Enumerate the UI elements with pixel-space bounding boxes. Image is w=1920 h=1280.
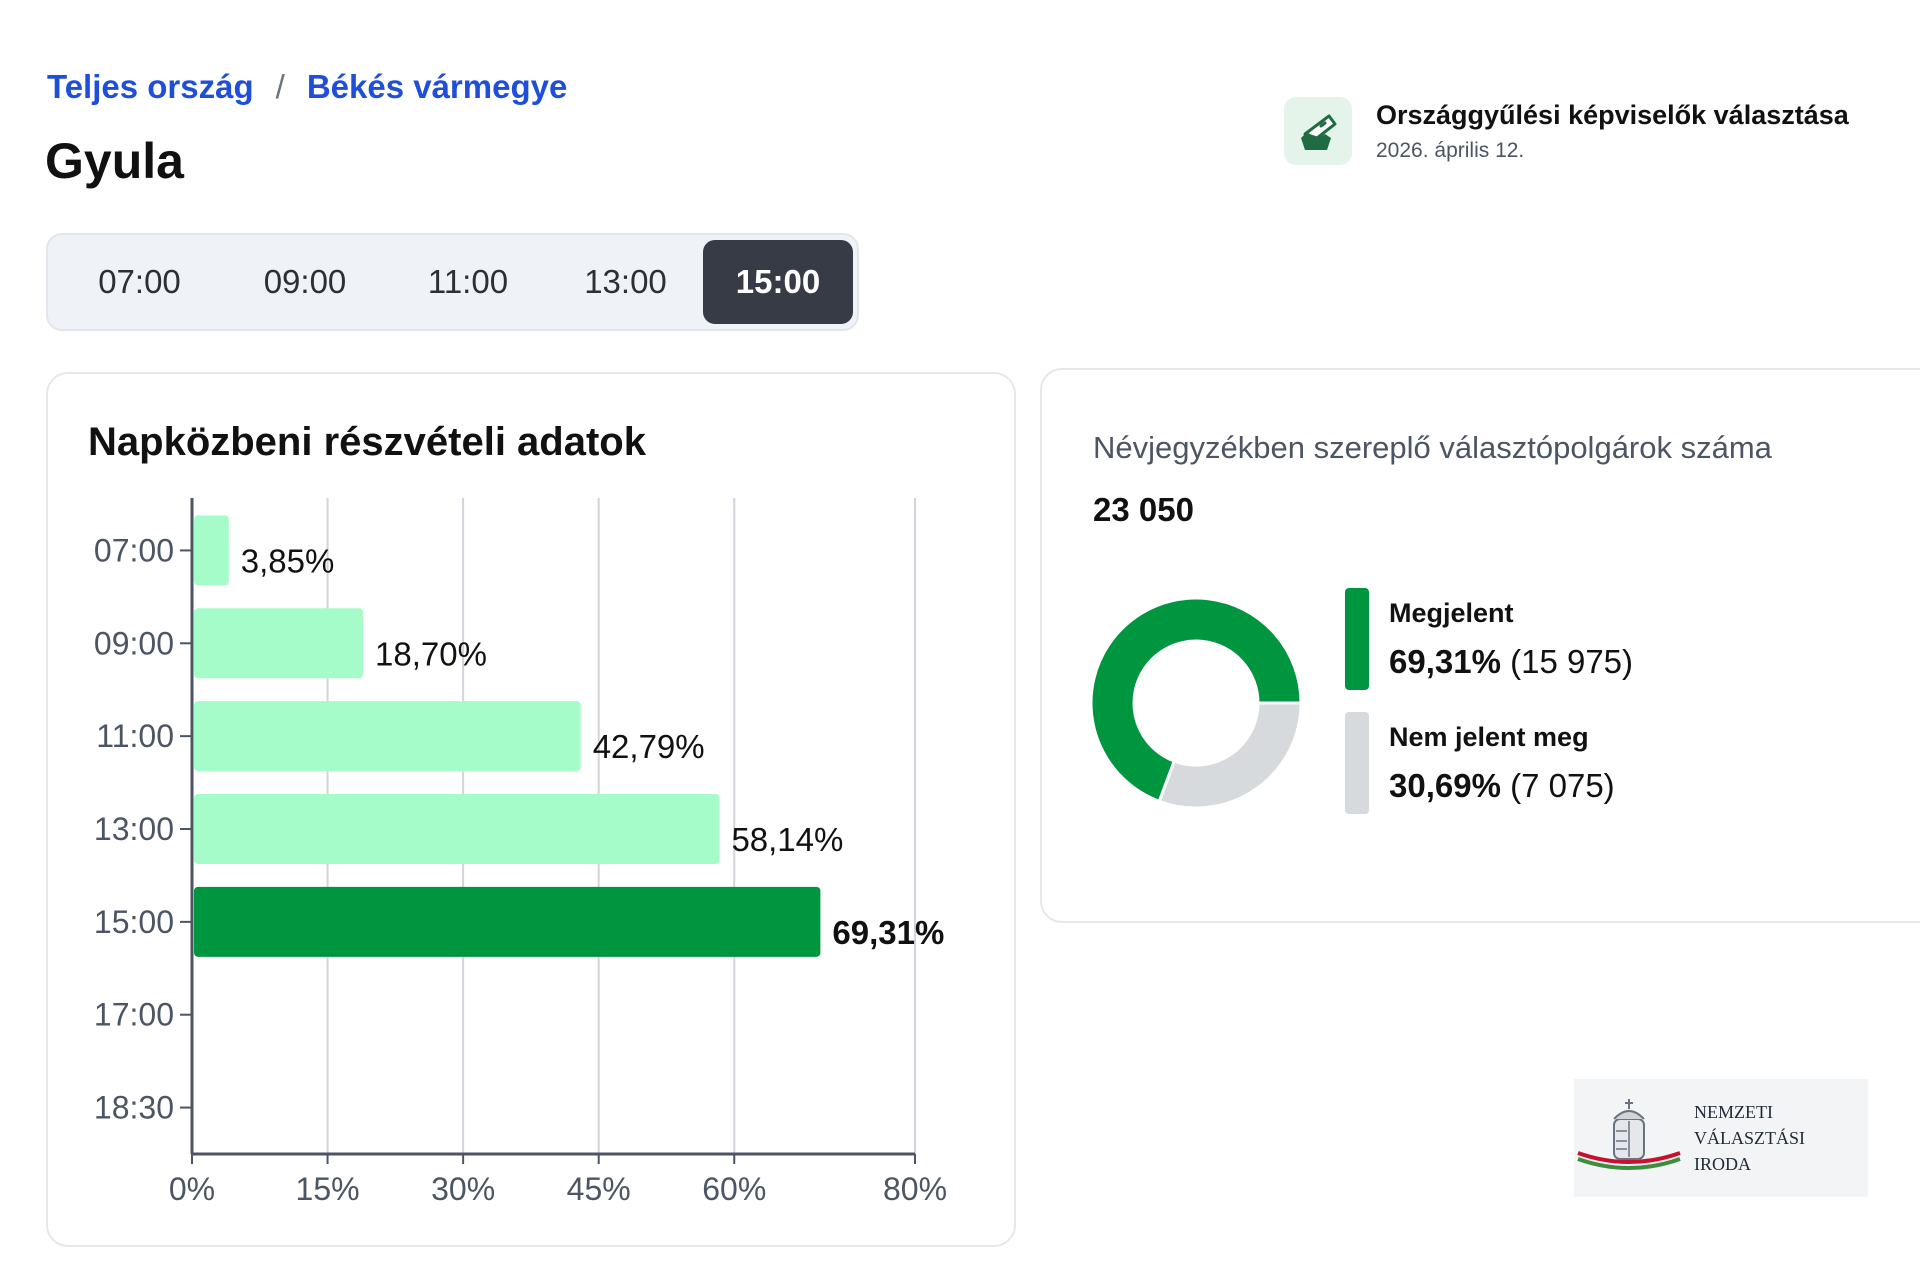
hungarian-coat-of-arms-icon (1577, 1099, 1681, 1170)
nvi-logo-line-2: VÁLASZTÁSI (1694, 1128, 1805, 1148)
legend-name-not-appeared: Nem jelent meg (1389, 722, 1589, 752)
time-tab-1500[interactable]: 15:00 (703, 240, 853, 324)
legend-name-appeared: Megjelent (1389, 598, 1514, 628)
legend-pct-not-appeared: 30,69% (1389, 767, 1501, 804)
bar-1500 (194, 886, 821, 957)
bar-0900 (194, 608, 364, 679)
legend-count-appeared: (15 975) (1510, 643, 1634, 680)
time-selector: 07:00 09:00 11:00 13:00 15:00 (46, 233, 859, 331)
bar-value-label-0700: 3,85% (241, 542, 335, 579)
time-tab-0700[interactable]: 07:00 (57, 240, 222, 324)
legend-item-appeared: Megjelent 69,31% (15 975) (1345, 588, 1633, 690)
nvi-logo-line-3: IRODA (1694, 1154, 1751, 1174)
bar-1100 (194, 701, 581, 772)
election-title: Országgyűlési képviselők választása (1376, 99, 1849, 130)
election-info: Országgyűlési képviselők választása 2026… (1284, 97, 1849, 165)
bar-value-label-0900: 18,70% (375, 635, 487, 672)
y-tick-label-1100: 11:00 (96, 718, 174, 754)
legend-swatch-not-appeared (1345, 712, 1369, 814)
registered-voters-value: 23 050 (1093, 491, 1194, 528)
legend-swatch-appeared (1345, 588, 1369, 690)
registered-voters-card: Névjegyzékben szereplő választópolgárok … (1040, 368, 1920, 923)
bar-value-label-1300: 58,14% (731, 821, 843, 858)
election-date: 2026. április 12. (1376, 138, 1525, 162)
x-tick-label-15: 15% (296, 1171, 360, 1207)
y-tick-label-1700: 17:00 (94, 997, 174, 1033)
donut-slice-not-appeared (1157, 701, 1303, 810)
x-tick-label-0: 0% (169, 1171, 215, 1207)
time-tab-1100[interactable]: 11:00 (388, 240, 548, 324)
x-tick-label-80: 80% (883, 1171, 947, 1207)
legend-item-not-appeared: Nem jelent meg 30,69% (7 075) (1345, 712, 1615, 814)
legend-pct-appeared: 69,31% (1389, 643, 1501, 680)
turnout-bar-chart: 0% 15% 30% 45% 60% 80% 07:00 3,85% 09:00 18,70% 11… (94, 498, 947, 1207)
registered-voters-label: Névjegyzékben szereplő választópolgárok … (1093, 430, 1772, 465)
y-tick-label-0900: 09:00 (94, 625, 174, 661)
turnout-card-title: Napközbeni részvételi adatok (88, 420, 646, 464)
x-tick-label-30: 30% (431, 1171, 495, 1207)
x-tick-label-60: 60% (702, 1171, 766, 1207)
bar-1300 (194, 794, 720, 864)
y-tick-label-1500: 15:00 (94, 904, 174, 940)
y-tick-label-0700: 07:00 (94, 532, 174, 568)
breadcrumb-link-county[interactable]: Békés vármegye (306, 68, 568, 105)
breadcrumb-separator: / (275, 68, 285, 105)
legend-count-not-appeared: (7 075) (1510, 767, 1615, 804)
nvi-logo: NEMZETI VÁLASZTÁSI IRODA (1574, 1079, 1868, 1197)
time-tab-0900[interactable]: 09:00 (222, 240, 388, 324)
nvi-logo-line-1: NEMZETI (1694, 1102, 1773, 1122)
ballot-box-icon (1284, 97, 1352, 165)
breadcrumb: Teljes ország / Békés vármegye (47, 68, 567, 106)
bar-value-label-1500: 69,31% (832, 914, 944, 951)
donut-slice-appeared (1089, 596, 1303, 804)
page-title: Gyula (45, 133, 184, 189)
bar-0700 (194, 515, 229, 586)
turnout-donut-chart (1089, 596, 1303, 810)
time-tab-1300[interactable]: 13:00 (548, 240, 703, 324)
x-tick-label-45: 45% (567, 1171, 631, 1207)
y-tick-label-1830: 18:30 (94, 1090, 174, 1126)
y-tick-label-1300: 13:00 (94, 811, 174, 847)
bar-value-label-1100: 42,79% (593, 728, 705, 765)
breadcrumb-link-country[interactable]: Teljes ország (47, 68, 254, 105)
turnout-card: Napközbeni részvételi adatok 0% 15% 30% 45%… (46, 372, 1016, 1247)
